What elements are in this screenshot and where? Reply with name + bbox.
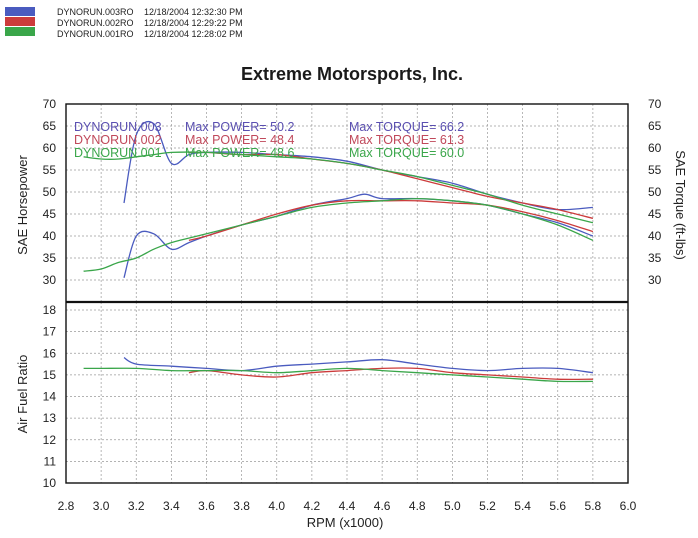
legend-time-run2: 12/18/2004 12:29:22 PM: [144, 18, 243, 28]
series-line-horsepower: [188, 199, 594, 242]
plot-frame: [65, 103, 629, 484]
legend: DYNORUN.003RO 12/18/2004 12:32:30 PM DYN…: [5, 7, 243, 39]
annotation-run3-name: DYNORUN.003: [74, 120, 162, 134]
x-tick-label: 2.8: [58, 499, 75, 513]
x-tick-label: 4.8: [409, 499, 426, 513]
series-line-afr: [83, 367, 593, 383]
plot-border: [65, 103, 629, 484]
legend-swatch-run1: [5, 27, 35, 36]
x-tick-label: 5.2: [479, 499, 496, 513]
legend-swatch-run2: [5, 17, 35, 26]
top-left-tick-label: 60: [43, 141, 57, 155]
bottom-left-tick-label: 14: [43, 390, 57, 404]
series-line-afr: [123, 357, 593, 374]
x-tick-label: 4.2: [304, 499, 321, 513]
top-right-tick-label: 50: [648, 185, 662, 199]
x-tick-label: 5.6: [549, 499, 566, 513]
top-right-tick-label: 65: [648, 119, 662, 133]
bottom-left-tick-label: 18: [43, 303, 57, 317]
chart-title: Extreme Motorsports, Inc.: [241, 64, 463, 84]
top-right-tick-label: 55: [648, 163, 662, 177]
top-right-tick-label: 35: [648, 251, 662, 265]
annotation-run1-name: DYNORUN.001: [74, 146, 162, 160]
annotation-run2-power: Max POWER= 48.4: [185, 133, 294, 147]
x-tick-label: 5.0: [444, 499, 461, 513]
annotation-run2-torque: Max TORQUE= 61.3: [349, 133, 464, 147]
bottom-left-tick-label: 11: [44, 454, 57, 468]
x-tick-label: 4.4: [339, 499, 356, 513]
bottom-left-tick-label: 17: [43, 325, 57, 339]
legend-time-run1: 12/18/2004 12:28:02 PM: [144, 29, 243, 39]
legend-label-run2: DYNORUN.002RO: [57, 18, 134, 28]
bottom-left-tick-label: 13: [43, 411, 57, 425]
top-left-tick-label: 35: [43, 251, 57, 265]
x-tick-label: 3.0: [93, 499, 110, 513]
series-line-afr: [188, 367, 593, 381]
top-left-tick-label: 55: [43, 163, 57, 177]
top-right-tick-label: 40: [648, 229, 662, 243]
x-tick-label: 3.6: [198, 499, 215, 513]
bottom-left-tick-label: 10: [43, 476, 57, 490]
legend-label-run3: DYNORUN.003RO: [57, 7, 134, 17]
x-tick-label: 3.2: [128, 499, 145, 513]
max-annotations: DYNORUN.003 Max POWER= 50.2 Max TORQUE= …: [74, 120, 464, 160]
series-line-torque: [83, 151, 594, 224]
x-tick-label: 3.4: [163, 499, 180, 513]
top-right-tick-label: 60: [648, 141, 662, 155]
bottom-panel-series: [83, 357, 593, 383]
top-panel-series: [83, 120, 594, 278]
top-left-tick-label: 50: [43, 185, 57, 199]
series-line-horsepower: [83, 197, 594, 272]
top-left-tick-label: 45: [43, 207, 57, 221]
top-right-tick-label: 45: [648, 207, 662, 221]
annotation-run3-power: Max POWER= 50.2: [185, 120, 294, 134]
series-line-torque: [188, 151, 594, 220]
top-left-tick-label: 30: [43, 273, 57, 287]
top-right-tick-label: 70: [648, 97, 662, 111]
annotation-run1-torque: Max TORQUE= 60.0: [349, 146, 464, 160]
legend-swatch-run3: [5, 7, 35, 16]
top-left-tick-label: 65: [43, 119, 57, 133]
x-tick-label: 4.6: [374, 499, 391, 513]
legend-label-run1: DYNORUN.001RO: [57, 29, 134, 39]
top-left-tick-label: 40: [43, 229, 57, 243]
left-axis-title-bottom: Air Fuel Ratio: [15, 355, 30, 434]
x-tick-label: 6.0: [620, 499, 637, 513]
top-right-tick-label: 30: [648, 273, 662, 287]
x-tick-label: 5.4: [514, 499, 531, 513]
bottom-left-tick-label: 16: [43, 346, 57, 360]
annotation-run3-torque: Max TORQUE= 66.2: [349, 120, 464, 134]
axis-ticks: 30 35 40 45 50 55 60 65 70 30 35 40 45 50 55 60 65 70 2.8 3…: [43, 97, 662, 513]
legend-time-run3: 12/18/2004 12:32:30 PM: [144, 7, 243, 17]
right-axis-title-top: SAE Torque (ft-lbs): [673, 150, 688, 260]
x-tick-label: 4.0: [268, 499, 285, 513]
annotation-run1-power: Max POWER= 48.6: [185, 146, 294, 160]
top-left-tick-label: 70: [43, 97, 57, 111]
annotation-run2-name: DYNORUN.002: [74, 133, 162, 147]
x-axis-title: RPM (x1000): [307, 515, 384, 530]
bottom-left-tick-label: 15: [43, 368, 57, 382]
left-axis-title-top: SAE Horsepower: [15, 154, 30, 254]
bottom-left-tick-label: 12: [43, 433, 57, 447]
x-tick-label: 5.8: [585, 499, 602, 513]
x-tick-label: 3.8: [233, 499, 250, 513]
bottom-panel-grid: [65, 302, 629, 484]
